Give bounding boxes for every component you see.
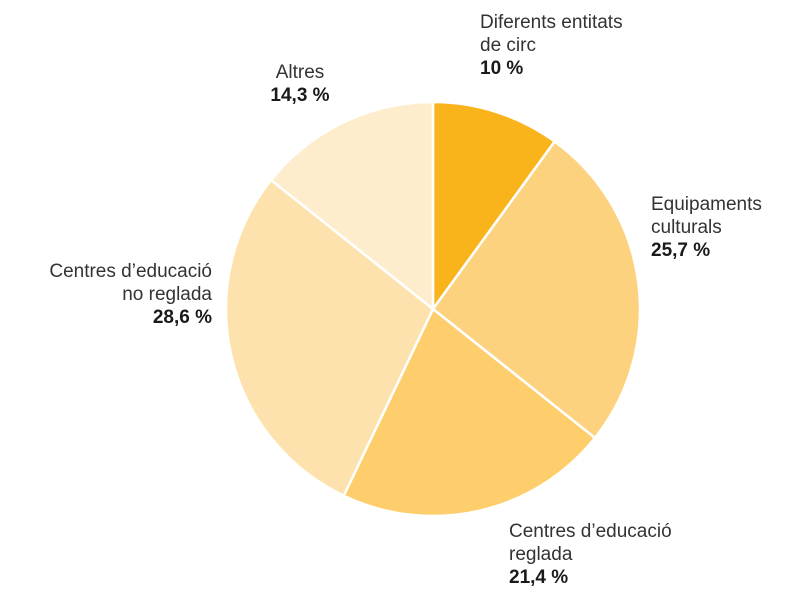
pie-slice-centres-no-reglada — [224, 178, 435, 497]
percent-label: 25,7 % — [651, 240, 711, 261]
label-line: de circ — [480, 35, 536, 56]
label-line: Equipaments — [651, 194, 762, 215]
percent-label: 28,6 % — [152, 307, 212, 328]
percent-label: 14,3 % — [270, 85, 330, 106]
pie-slice-equipaments-culturals — [431, 140, 642, 440]
label-line: reglada — [509, 544, 573, 565]
label-centres-reglada: Centres d’educació reglada 21,4 % — [509, 520, 672, 589]
pie-slice-diferents-entitats — [431, 100, 556, 311]
label-line: Altres — [275, 62, 325, 83]
label-line: no reglada — [122, 284, 212, 305]
label-line: Diferents entitats — [480, 12, 623, 33]
label-altres: Altres 14,3 % — [245, 61, 355, 107]
label-line: Centres d’educació — [49, 261, 212, 282]
percent-label: 21,4 % — [509, 567, 569, 588]
label-equipaments-culturals: Equipaments culturals 25,7 % — [651, 193, 762, 262]
label-line: culturals — [651, 217, 722, 238]
label-diferents-entitats: Diferents entitats de circ 10 % — [480, 11, 623, 80]
label-centres-no-reglada: Centres d’educació no reglada 28,6 % — [49, 260, 212, 329]
label-line: Centres d’educació — [509, 521, 672, 542]
percent-label: 10 % — [480, 58, 524, 79]
pie-slice-centres-reglada — [342, 307, 597, 518]
pie-slice-altres — [269, 100, 435, 311]
